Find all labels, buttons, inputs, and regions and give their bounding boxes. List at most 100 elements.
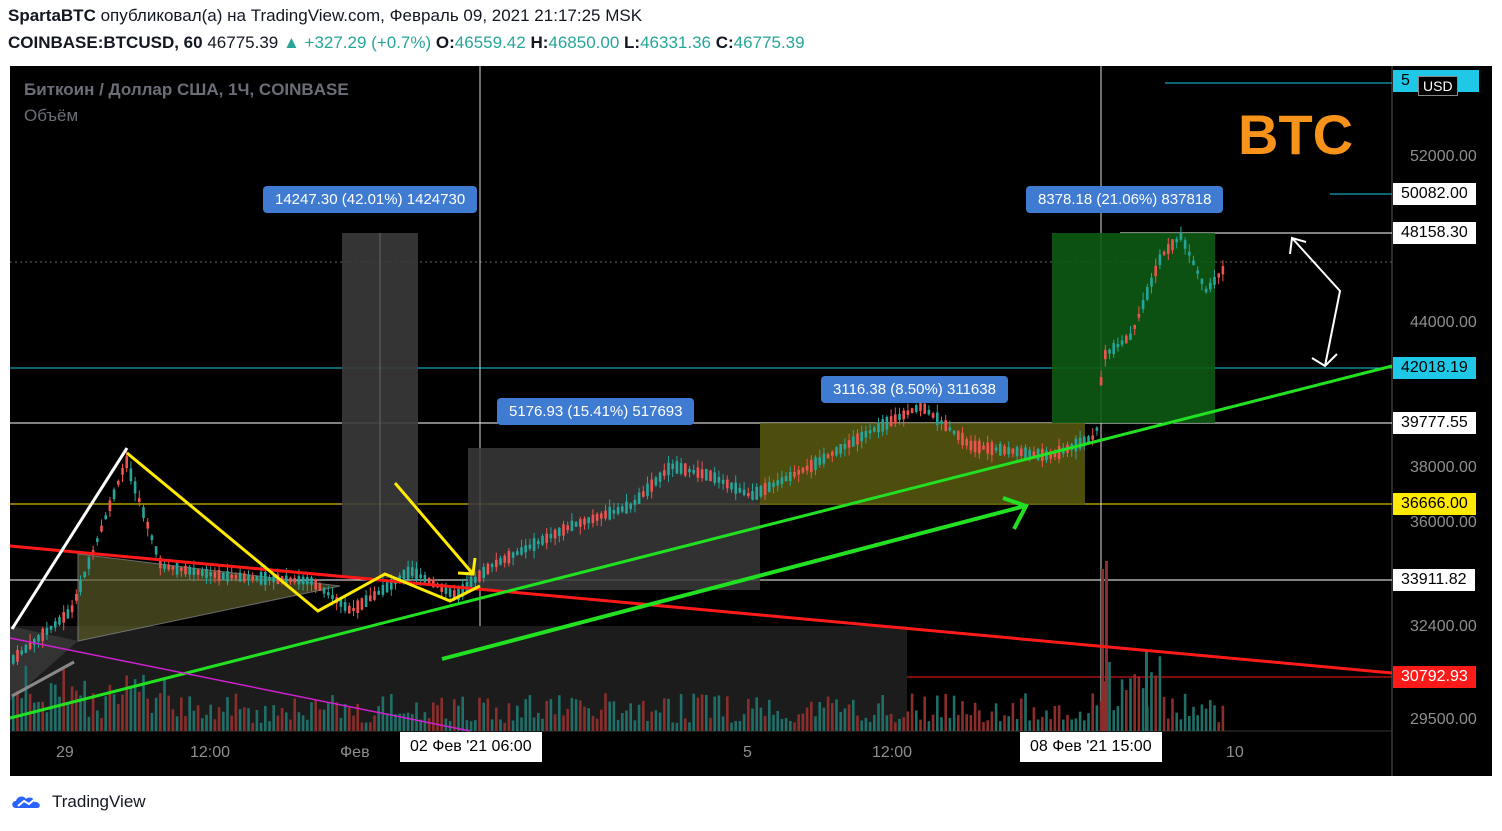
tradingview-logo[interactable]: TradingView (10, 792, 146, 812)
volume-bar-89 (385, 713, 389, 731)
volume-bar-210 (894, 722, 897, 731)
white-impulse-line[interactable] (10, 447, 129, 630)
volume-spike-0 (1101, 569, 1104, 731)
volume-bar-160 (684, 718, 687, 731)
chart-pane[interactable]: Биткоин / Доллар США, 1Ч, COINBASE Объём… (10, 66, 1492, 776)
volume-bar-195 (831, 703, 834, 731)
volume-bar-211 (898, 718, 901, 731)
volume-bar-147 (629, 703, 632, 731)
volume-bar-197 (839, 711, 842, 731)
volume-bar-107 (461, 696, 464, 731)
volume-bar-122 (524, 699, 527, 731)
volume-bar-128 (549, 699, 553, 731)
volume-bar-239 (1015, 719, 1019, 731)
price-tick-32400: 32400.00 (1410, 618, 1477, 635)
volume-bar-47 (209, 704, 212, 731)
volume-bar-171 (730, 722, 733, 731)
time-tick-feb: Фев (340, 744, 370, 761)
volume-bar-127 (545, 700, 548, 731)
close-value: 46775.39 (733, 33, 805, 52)
green-arrow-line[interactable] (441, 504, 1026, 661)
volume-bar-60 (264, 705, 267, 731)
volume-legend: Объём (24, 106, 79, 125)
measure-box-3[interactable] (760, 423, 1085, 505)
volume-bar-271 (1150, 672, 1153, 731)
measure-label-1[interactable]: 14247.30 (42.01%) 1424730 (263, 186, 478, 213)
volume-bar-31 (142, 674, 145, 731)
volume-bar-278 (1179, 719, 1183, 731)
tradingview-cloud-icon (12, 796, 40, 808)
volume-bar-93 (402, 713, 406, 731)
volume-bar-90 (390, 693, 393, 731)
volume-bar-286 (1213, 705, 1216, 731)
chart-canvas[interactable] (10, 66, 1492, 776)
volume-bar-151 (646, 720, 649, 731)
volume-bar-54 (238, 709, 242, 731)
chart-legend-title: Биткоин / Доллар США, 1Ч, COINBASE (24, 80, 349, 99)
volume-bar-96 (415, 702, 418, 731)
volume-bar-170 (726, 696, 729, 731)
volume-bar-94 (406, 712, 410, 731)
volume-bar-139 (595, 718, 599, 731)
volume-bar-146 (625, 710, 628, 731)
volume-bar-40 (180, 697, 183, 731)
volume-bar-15 (75, 690, 78, 731)
volume-bar-248 (1053, 705, 1057, 731)
time-tick-10: 10 (1226, 744, 1244, 761)
volume-bar-181 (772, 714, 775, 731)
volume-bar-21 (100, 718, 103, 731)
volume-bar-200 (852, 699, 855, 731)
measure-label-4[interactable]: 8378.18 (21.06%) 837818 (1026, 186, 1224, 213)
volume-bar-97 (419, 719, 422, 731)
price-change: ▲ +327.29 (+0.7%) (282, 33, 432, 52)
volume-bar-34 (154, 697, 158, 731)
volume-bar-59 (259, 722, 263, 731)
volume-bar-103 (444, 718, 448, 731)
volume-bar-236 (1003, 715, 1006, 731)
volume-bar-265 (1125, 690, 1128, 731)
volume-bar-287 (1217, 722, 1220, 731)
btc-annotation[interactable]: BTC (1238, 103, 1354, 166)
volume-bar-161 (688, 722, 691, 731)
currency-button[interactable]: USD (1418, 76, 1458, 96)
measure-label-2[interactable]: 5176.93 (15.41%) 517693 (497, 398, 695, 425)
volume-bar-198 (843, 708, 847, 731)
volume-bar-204 (868, 721, 872, 731)
volume-bar-221 (940, 717, 943, 731)
volume-bar-234 (994, 703, 998, 731)
volume-bar-185 (789, 720, 792, 731)
volume-bar-142 (608, 701, 611, 731)
volume-bar-85 (369, 722, 372, 731)
volume-bar-126 (541, 718, 544, 731)
volume-bar-182 (776, 710, 779, 731)
volume-bar-100 (432, 702, 435, 731)
red-trendline[interactable] (10, 544, 1393, 675)
time-tick-1200-a: 12:00 (190, 744, 231, 761)
volume-bar-7 (41, 701, 44, 731)
volume-bar-207 (881, 694, 884, 731)
volume-bar-49 (217, 707, 221, 731)
volume-bar-22 (104, 696, 107, 731)
yellow-zigzag[interactable] (126, 451, 481, 613)
volume-bar-39 (175, 716, 179, 731)
volume-bar-209 (889, 713, 893, 731)
volume-bar-16 (79, 695, 82, 731)
triangle-pattern[interactable] (77, 553, 341, 642)
volume-bar-12 (62, 669, 65, 731)
white-zigzag-arrow[interactable] (1291, 237, 1342, 367)
volume-bar-150 (642, 700, 645, 731)
volume-bar-178 (759, 707, 763, 731)
measure-label-3[interactable]: 3116.38 (8.50%) 311638 (821, 376, 1008, 403)
white-arrowhead-bottom (1311, 353, 1338, 368)
volume-bar-222 (944, 693, 947, 731)
time-tick-5: 5 (743, 744, 752, 761)
yellow-arrow[interactable] (393, 482, 475, 575)
volume-bar-157 (671, 722, 674, 731)
volume-bar-282 (1196, 715, 1199, 731)
volume-bar-180 (768, 699, 771, 731)
magenta-trendline[interactable] (10, 637, 471, 732)
green-trendline[interactable] (10, 364, 1393, 720)
volume-bar-162 (692, 693, 695, 731)
volume-bar-220 (936, 695, 939, 731)
volume-bar-233 (990, 711, 994, 731)
